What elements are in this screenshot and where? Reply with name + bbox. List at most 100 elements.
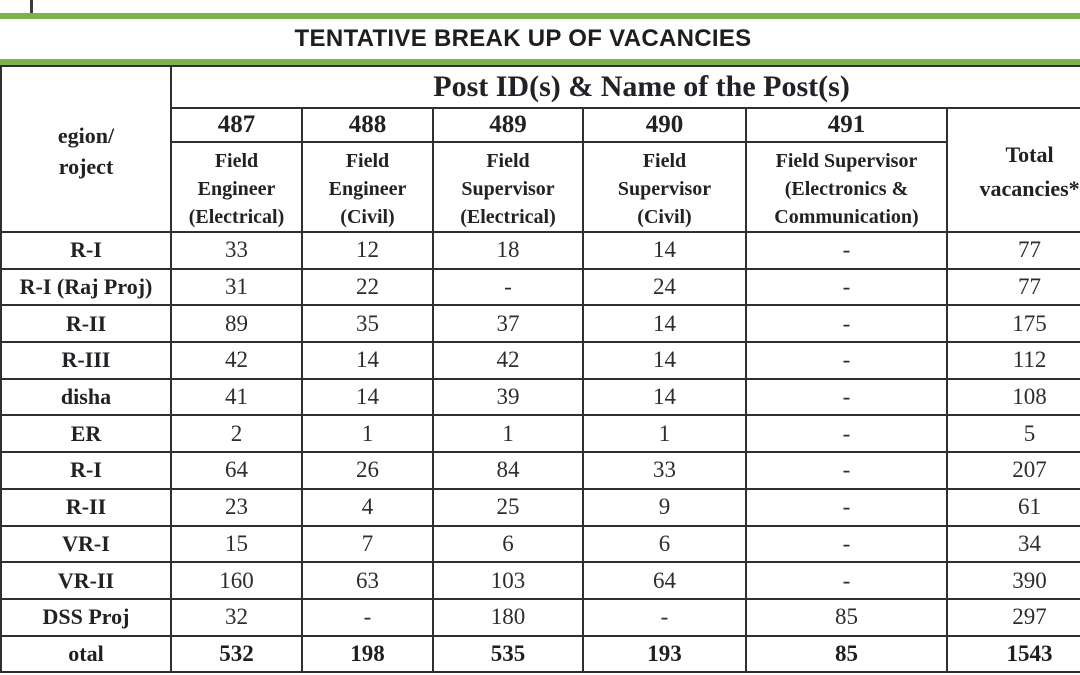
table-row: DSS Proj 32-180-85 297: [0, 597, 1080, 637]
value-cell: 6: [582, 524, 747, 564]
value-cell: 24: [582, 267, 747, 307]
value-cell: 180: [432, 597, 584, 637]
total-vacancies-header: Total vacancies*: [945, 107, 1080, 233]
post-name-488: Field Engineer (Civil): [301, 141, 434, 233]
value-cell: -: [745, 414, 948, 454]
post-name-491: Field Supervisor (Electronics & Communicat…: [745, 141, 948, 233]
value-cell: -: [745, 231, 948, 270]
value-cell: 41: [170, 377, 303, 417]
value-cell: -: [745, 524, 948, 564]
value-cell: -: [301, 597, 434, 637]
region-cell: R-II: [0, 304, 172, 344]
value-cell: 2: [170, 414, 303, 454]
value-cell: 1: [301, 414, 434, 454]
row-total-cell: 61: [945, 487, 1080, 527]
value-cell: 1: [432, 414, 584, 454]
region-cell: VR-II: [0, 561, 172, 600]
post-id-490: 490: [582, 107, 747, 143]
post-id-row: 487 488 489 490 491 Total vacancies*: [1, 107, 1080, 233]
post-name-row: Field Engineer (Electrical) Field Engineer (C…: [1, 141, 1080, 233]
table-row: R-I (Raj Proj) 31 22-24-77: [0, 267, 1080, 307]
table-row: disha 41 14 39 14-108: [0, 377, 1080, 417]
value-cell: 33: [170, 231, 303, 270]
value-cell: -: [745, 487, 948, 527]
post-id-489: 489: [432, 107, 584, 143]
value-cell: 9: [582, 487, 747, 527]
region-cell: VR-I: [0, 524, 172, 564]
value-cell: 85: [745, 597, 948, 637]
table-row: ER 2 1 1 1-5: [0, 414, 1080, 454]
region-cell: R-III: [0, 341, 172, 380]
green-divider-top: [0, 13, 1080, 19]
value-cell: 42: [170, 341, 303, 380]
row-total-cell: 77: [945, 267, 1080, 307]
value-cell: 23: [170, 487, 303, 527]
value-cell: -: [582, 597, 747, 637]
row-total-cell: 390: [945, 561, 1080, 600]
value-cell: -: [745, 267, 948, 307]
value-cell: 85: [745, 634, 948, 674]
value-cell: -: [745, 377, 948, 417]
table-row: R-II 23 4 25 9-61: [0, 487, 1080, 527]
value-cell: -: [432, 267, 584, 307]
region-cell: R-II: [0, 487, 172, 527]
table-row: R-III 42 14 42 14-112: [0, 341, 1080, 380]
region-cell: R-I (Raj Proj): [0, 267, 172, 307]
value-cell: -: [745, 341, 948, 380]
value-cell: 160: [170, 561, 303, 600]
row-total-cell: 5: [945, 414, 1080, 454]
row-total-cell: 77: [945, 231, 1080, 270]
value-cell: 22: [301, 267, 434, 307]
vacancies-table: egion/ roject Post ID(s) & Name of the P…: [0, 65, 1080, 674]
value-cell: 1: [582, 414, 747, 454]
region-project-header: egion/ roject: [0, 65, 172, 233]
post-id-491: 491: [745, 107, 948, 143]
region-cell: R-I: [0, 231, 172, 270]
value-cell: 14: [582, 231, 747, 270]
value-cell: 31: [170, 267, 303, 307]
value-cell: 103: [432, 561, 584, 600]
row-total-cell: 175: [945, 304, 1080, 344]
row-total-cell: 297: [945, 597, 1080, 637]
region-cell: disha: [0, 377, 172, 417]
total-header-line2: vacancies*: [979, 176, 1080, 201]
value-cell: 39: [432, 377, 584, 417]
row-total-cell: 1543: [945, 634, 1080, 674]
post-name-489: Field Supervisor (Electrical): [432, 141, 584, 233]
row-total-cell: 112: [945, 341, 1080, 380]
table-row: R-I 64 26 84 33-207: [0, 451, 1080, 490]
value-cell: 7: [301, 524, 434, 564]
green-divider-bottom: [0, 59, 1080, 65]
value-cell: 64: [582, 561, 747, 600]
value-cell: -: [745, 304, 948, 344]
value-cell: 14: [582, 304, 747, 344]
total-header-line1: Total: [1005, 141, 1054, 167]
value-cell: 14: [301, 341, 434, 380]
post-ids-header: Post ID(s) & Name of the Post(s): [169, 65, 1080, 109]
value-cell: 18: [432, 231, 584, 270]
table-row: otal 532 198 535 193 85 1543: [0, 634, 1080, 674]
value-cell: -: [745, 561, 948, 600]
value-cell: 193: [582, 634, 747, 674]
value-cell: 35: [301, 304, 434, 344]
value-cell: 26: [301, 451, 434, 490]
row-total-cell: 108: [945, 377, 1080, 417]
value-cell: 532: [170, 634, 303, 674]
value-cell: 14: [582, 377, 747, 417]
value-cell: 535: [432, 634, 584, 674]
value-cell: 89: [170, 304, 303, 344]
region-cell: ER: [0, 414, 172, 454]
value-cell: 33: [582, 451, 747, 490]
value-cell: -: [745, 451, 948, 490]
value-cell: 6: [432, 524, 584, 564]
region-cell: DSS Proj: [0, 597, 172, 637]
table-row: VR-I 15 7 6 6-34: [0, 524, 1080, 564]
post-id-487: 487: [170, 107, 303, 143]
region-cell: R-I: [0, 451, 172, 490]
row-total-cell: 207: [945, 451, 1080, 490]
value-cell: 63: [301, 561, 434, 600]
row-total-cell: 34: [945, 524, 1080, 564]
value-cell: 14: [582, 341, 747, 380]
value-cell: 84: [432, 451, 584, 490]
